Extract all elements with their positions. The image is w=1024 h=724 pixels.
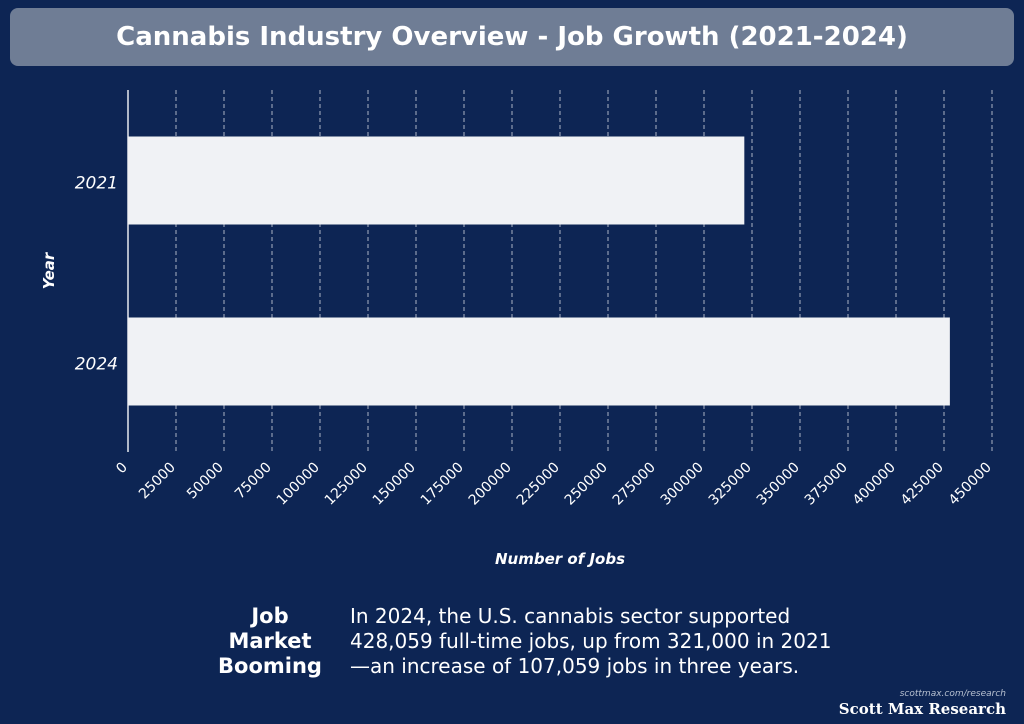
x-tick-label: 100000 — [274, 460, 323, 509]
title-bar: Cannabis Industry Overview - Job Growth … — [10, 8, 1014, 66]
summary-heading: Job Market Booming — [210, 604, 330, 679]
x-tick-label: 125000 — [322, 460, 371, 509]
summary-heading-line: Booming — [218, 654, 322, 678]
x-tick-label: 0 — [113, 460, 131, 478]
x-tick-label: 25000 — [136, 460, 179, 503]
x-tick-label: 375000 — [802, 460, 851, 509]
x-tick-label: 350000 — [754, 460, 803, 509]
brand-url: scottmax.com/research — [899, 689, 1006, 699]
x-tick-label: 425000 — [898, 460, 947, 509]
y-tick-label: 2024 — [75, 355, 118, 375]
y-axis-title: Year — [40, 251, 58, 289]
summary-text-line: —an increase of 107,059 jobs in three ye… — [350, 654, 800, 678]
summary-heading-line: Job — [251, 604, 289, 628]
x-tick-label: 225000 — [514, 460, 563, 509]
x-tick-label: 450000 — [946, 460, 995, 509]
x-tick-label: 250000 — [562, 460, 611, 509]
brand-name: Scott Max Research — [838, 700, 1006, 718]
bar — [128, 317, 950, 406]
x-tick-label: 75000 — [232, 460, 275, 503]
y-tick-label: 2021 — [75, 174, 118, 194]
x-tick-label: 175000 — [418, 460, 467, 509]
x-axis-title: Number of Jobs — [495, 550, 625, 568]
x-tick-label: 325000 — [706, 460, 755, 509]
summary-text-line: 428,059 full-time jobs, up from 321,000 … — [350, 629, 832, 653]
x-tick-label: 400000 — [850, 460, 899, 509]
bar — [128, 136, 745, 225]
summary-heading-line: Market — [228, 629, 312, 653]
x-tick-label: 300000 — [658, 460, 707, 509]
chart-title: Cannabis Industry Overview - Job Growth … — [116, 22, 908, 52]
x-tick-label: 50000 — [184, 460, 227, 503]
brand-footer: scottmax.com/research Scott Max Research — [839, 689, 1006, 718]
x-tick-label: 275000 — [610, 460, 659, 509]
summary-text-line: In 2024, the U.S. cannabis sector suppor… — [350, 604, 791, 628]
x-tick-label: 200000 — [466, 460, 515, 509]
summary-panel: Job Market Booming In 2024, the U.S. can… — [210, 604, 831, 690]
summary-text: In 2024, the U.S. cannabis sector suppor… — [350, 604, 840, 679]
bar-chart: 2021 2024 0 25000 50000 750001000001250001500… — [40, 90, 995, 568]
x-tick-label: 150000 — [370, 460, 419, 509]
